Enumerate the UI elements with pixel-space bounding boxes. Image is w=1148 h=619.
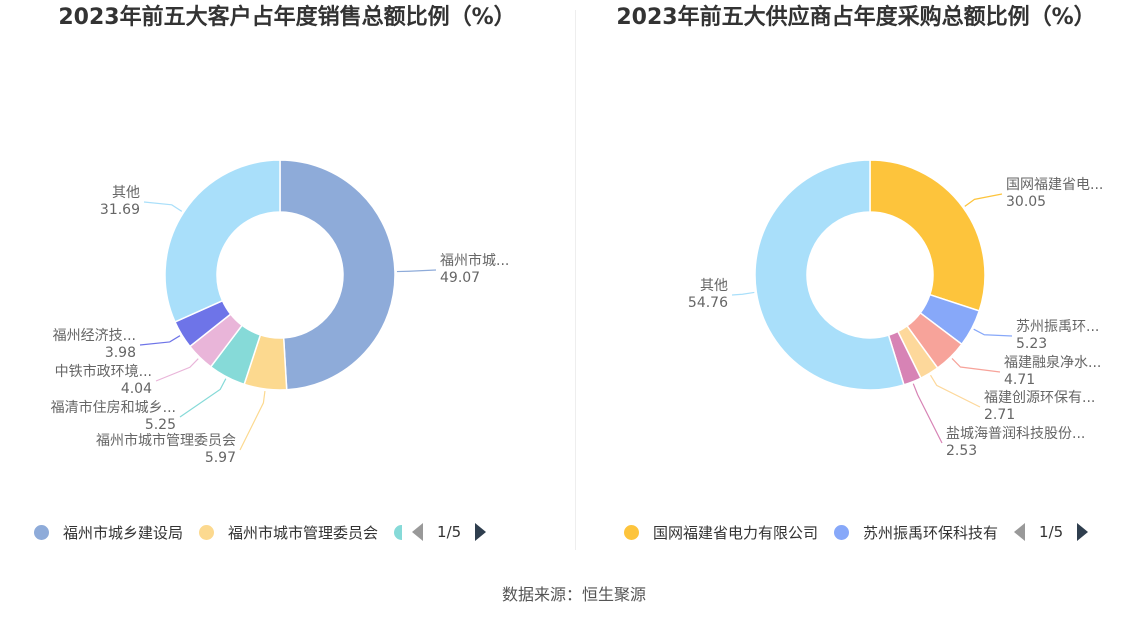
chart-title: 2023年前五大客户占年度销售总额比例（%） [58, 5, 516, 30]
slice-label: 其他 [112, 185, 140, 201]
slice-value-label: 30.05 [1006, 194, 1046, 210]
leader-line [139, 335, 181, 346]
legend-item[interactable]: 国网福建省电力有限公司 [624, 522, 818, 543]
slice-label: 中铁市政环境... [55, 363, 152, 380]
legend-marker [199, 524, 215, 540]
slice-value-label: 5.97 [205, 450, 236, 466]
leader-line [951, 358, 1001, 373]
legend-label: 国网福建省电力有限公司 [653, 523, 819, 542]
slice-value-label: 5.23 [1016, 336, 1047, 352]
leader-line [179, 378, 227, 418]
data-source: 数据来源：恒生聚源 [0, 581, 1148, 605]
legend-label: 苏州振禹环保科技有 [863, 523, 999, 542]
pie-slice[interactable] [279, 159, 396, 391]
slice-label: 福州市城市管理委员会 [96, 432, 236, 449]
leader-line [731, 291, 755, 296]
source-prefix: 数据来源： [501, 585, 582, 604]
legend-page-indicator: 1/5 [1039, 523, 1064, 541]
slice-value-label: 49.07 [440, 270, 480, 286]
leader-line [143, 201, 183, 212]
next-page-icon[interactable] [475, 523, 487, 541]
slice-value-label: 31.69 [100, 202, 140, 218]
legend-marker [34, 524, 49, 540]
slice-label: 福建融泉净水... [1004, 354, 1101, 371]
chart-title: 2023年前五大供应商占年度采购总额比例（%） [616, 5, 1096, 30]
slice-value-label: 2.53 [946, 443, 977, 459]
slice-value-label: 4.71 [1004, 372, 1035, 388]
panel-divider [575, 10, 576, 550]
slice-value-label: 4.04 [121, 381, 152, 397]
legend-label: 福州市城乡建设局 [63, 523, 184, 542]
slice-label: 福建创源环保有... [984, 390, 1095, 406]
customer-chart-panel: 2023年前五大客户占年度销售总额比例（%） 福州市城... 49.07 福州市城市… [0, 0, 574, 550]
supplier-legend: 国网福建省电力有限公司 苏州振禹环保科技有 1/5 [624, 520, 1089, 544]
leader-line [973, 328, 1013, 337]
pie-slice[interactable] [164, 159, 281, 323]
slice-value-label: 5.25 [145, 417, 176, 433]
legend-marker-partial [394, 524, 403, 540]
pie-slice[interactable] [869, 159, 986, 312]
legend-pager: 1/5 [1014, 523, 1089, 541]
customer-legend: 福州市城乡建设局 福州市城市管理委员会 1/5 [34, 520, 487, 544]
legend-item[interactable]: 苏州振禹环保科技有 [834, 522, 998, 543]
supplier-chart-panel: 2023年前五大供应商占年度采购总额比例（%） 国网福建省电... 30.05 苏州… [576, 0, 1148, 550]
slice-label: 福清市住房和城乡... [51, 399, 176, 416]
legend-marker [624, 524, 639, 540]
legend-pager: 1/5 [412, 523, 487, 541]
prev-page-icon[interactable] [1014, 523, 1026, 541]
slice-label: 福州市城... [440, 252, 509, 269]
slice-value-label: 2.71 [984, 407, 1015, 423]
leader-line [929, 374, 981, 408]
leader-line [912, 383, 943, 444]
leader-line [155, 358, 199, 382]
slice-label: 盐城海普润科技股份... [946, 426, 1085, 442]
prev-page-icon[interactable] [412, 523, 424, 541]
legend-item[interactable]: 福州市城乡建设局 [34, 522, 183, 543]
legend-item[interactable]: 福州市城市管理委员会 [199, 522, 378, 543]
slice-value-label: 54.76 [688, 295, 728, 311]
slice-label: 福州经济技... [53, 328, 136, 344]
leader-line [964, 193, 1003, 207]
leader-line [396, 269, 437, 273]
pie-slice[interactable] [754, 159, 905, 391]
slice-label: 苏州振禹环... [1016, 319, 1099, 335]
leader-line [239, 390, 266, 451]
legend-page-indicator: 1/5 [437, 523, 462, 541]
slice-label: 其他 [700, 278, 728, 294]
legend-label: 福州市城市管理委员会 [228, 523, 379, 542]
source-name: 恒生聚源 [582, 585, 647, 604]
next-page-icon[interactable] [1077, 523, 1089, 541]
slice-label: 国网福建省电... [1006, 177, 1103, 193]
supplier-donut-chart: 国网福建省电...30.05 苏州振禹环...5.23 福建融泉净水...4.71 福… [688, 159, 1103, 459]
slice-value-label: 3.98 [105, 345, 136, 361]
legend-marker [834, 524, 850, 540]
